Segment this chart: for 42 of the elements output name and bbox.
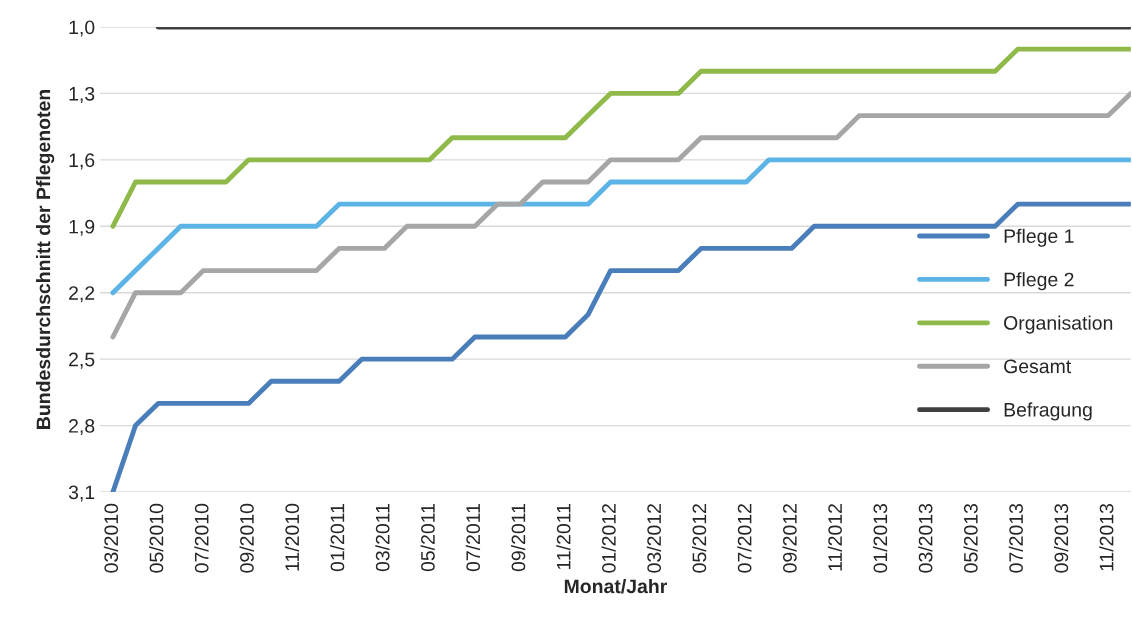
x-tick-label: 09/2013	[1053, 503, 1069, 573]
line-series	[110, 46, 1131, 229]
line-series	[110, 91, 1131, 340]
x-tick-label: 05/2010	[149, 503, 164, 573]
x-tick-label: 05/2012	[691, 504, 707, 573]
x-tick-label: 05/2013	[963, 503, 978, 573]
x-tick-label: 03/2012	[646, 504, 662, 573]
line-series	[110, 157, 1131, 296]
x-tick-label: 07/2012	[737, 504, 752, 573]
legend-label: Pflege 1	[1004, 228, 1074, 247]
y-tick-label: 2,5	[69, 352, 95, 369]
y-tick-label: 2,2	[69, 286, 95, 303]
x-tick-label: 07/2011	[465, 504, 481, 572]
y-tick-label: 3,1	[68, 485, 95, 502]
x-axis-title: Monat/Jahr	[564, 578, 667, 594]
x-tick-label: 01/2011	[330, 504, 345, 572]
x-tick-label: 11/2010	[284, 503, 300, 571]
x-tick-label: 05/2011	[420, 504, 435, 572]
x-tick-label: 07/2013	[1008, 503, 1023, 573]
legend-label: Befragung	[1004, 402, 1092, 421]
x-tick-label: 01/2013	[872, 503, 888, 573]
y-axis-title: Bundesdurchschnitt der Pflegenoten	[36, 90, 55, 429]
legend-label: Organisation	[1004, 315, 1113, 334]
y-tick-label: 1,3	[69, 86, 95, 103]
y-tick-label: 1,6	[69, 153, 95, 170]
x-tick-label: 11/2011	[556, 504, 571, 570]
x-tick-label: 03/2011	[375, 504, 390, 572]
line-series	[110, 201, 1131, 492]
x-tick-label: 09/2011	[511, 504, 526, 572]
x-tick-label: 03/2013	[918, 503, 933, 573]
y-tick-label: 2,8	[69, 419, 95, 436]
x-tick-label: 11/2013	[1099, 503, 1114, 571]
y-tick-label: 1,9	[69, 219, 95, 236]
legend-label: Pflege 2	[1004, 272, 1074, 291]
x-tick-label: 09/2010	[239, 503, 254, 573]
x-tick-label: 07/2010	[194, 503, 209, 573]
y-tick-label: 1,0	[69, 20, 95, 37]
x-tick-label: 03/2010	[103, 503, 119, 573]
x-tick-label: 01/2012	[601, 504, 616, 573]
x-tick-label: 11/2012	[827, 504, 843, 571]
x-tick-label: 09/2012	[782, 504, 797, 573]
legend-label: Gesamt	[1004, 359, 1072, 374]
